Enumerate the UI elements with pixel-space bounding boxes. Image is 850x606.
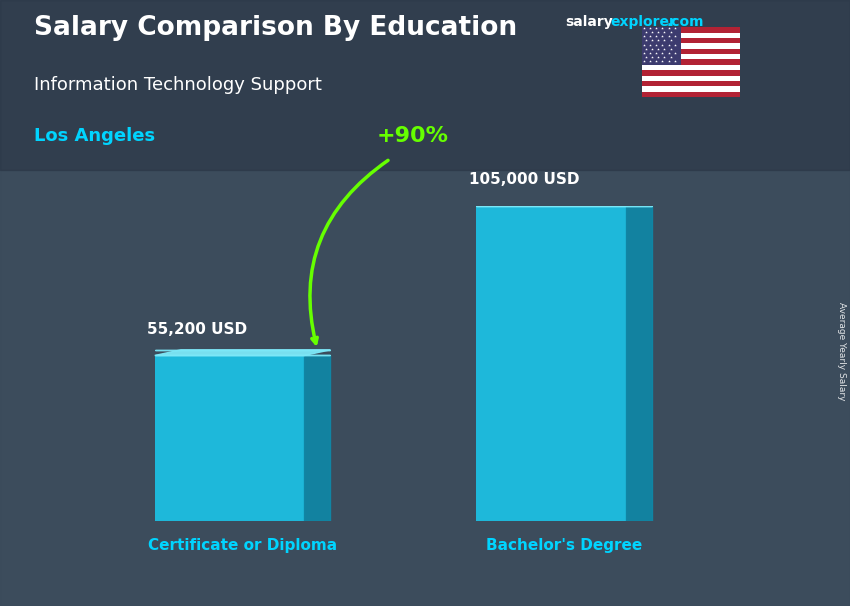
Bar xyxy=(642,65,740,70)
Text: Bachelor's Degree: Bachelor's Degree xyxy=(486,538,643,553)
Text: Certificate or Diploma: Certificate or Diploma xyxy=(148,538,337,553)
Bar xyxy=(642,54,740,59)
Text: explorer: explorer xyxy=(610,15,676,29)
Polygon shape xyxy=(155,350,331,356)
Text: Los Angeles: Los Angeles xyxy=(34,127,155,145)
Polygon shape xyxy=(476,201,652,206)
Bar xyxy=(642,33,740,38)
Text: 55,200 USD: 55,200 USD xyxy=(147,322,247,336)
Bar xyxy=(642,44,740,48)
Bar xyxy=(476,206,626,521)
Text: Information Technology Support: Information Technology Support xyxy=(34,76,322,94)
Bar xyxy=(642,76,740,81)
Text: +90%: +90% xyxy=(377,126,449,146)
Bar xyxy=(642,27,740,33)
Bar xyxy=(642,48,740,54)
Bar xyxy=(642,81,740,86)
Bar xyxy=(642,86,740,92)
Polygon shape xyxy=(626,206,652,521)
Text: .com: .com xyxy=(666,15,704,29)
Bar xyxy=(642,70,740,76)
Bar xyxy=(155,356,304,521)
Text: salary: salary xyxy=(565,15,613,29)
Polygon shape xyxy=(304,356,331,521)
Bar xyxy=(642,59,740,65)
Text: Salary Comparison By Education: Salary Comparison By Education xyxy=(34,15,517,41)
Bar xyxy=(642,92,740,97)
Bar xyxy=(642,38,740,44)
Text: Average Yearly Salary: Average Yearly Salary xyxy=(836,302,846,401)
Bar xyxy=(642,27,681,65)
Bar xyxy=(0,0,850,170)
Text: 105,000 USD: 105,000 USD xyxy=(469,172,580,187)
